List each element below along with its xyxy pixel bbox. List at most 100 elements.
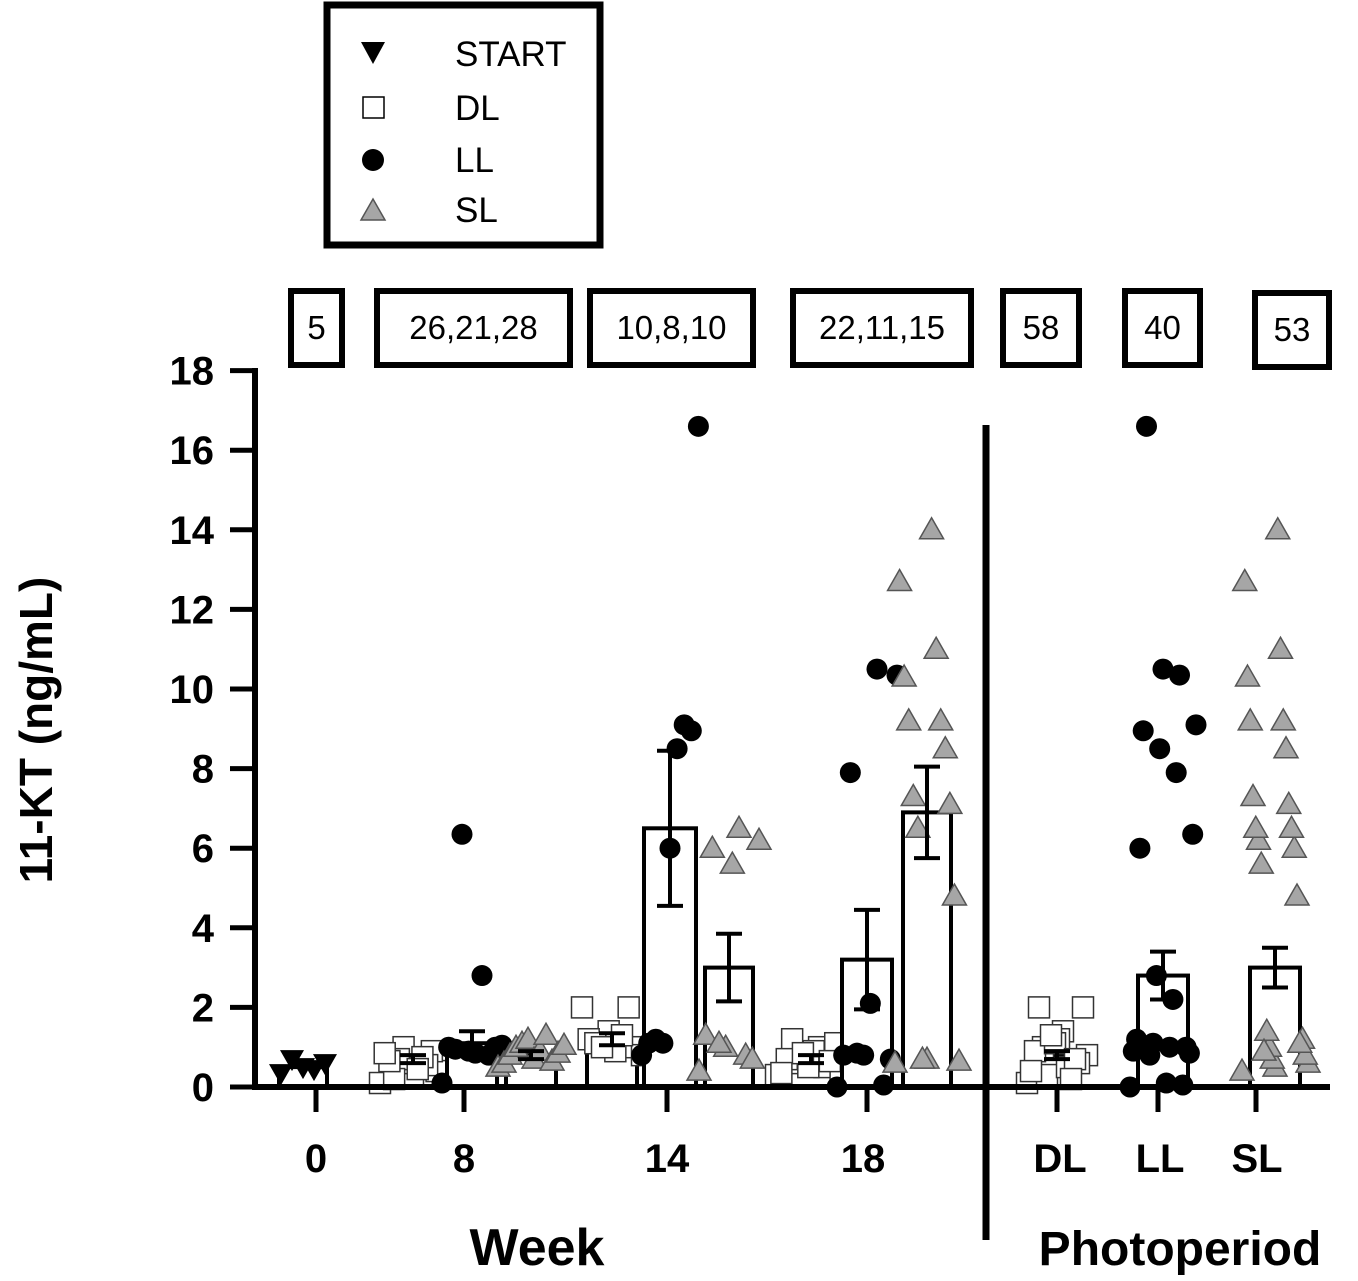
n-label: 26,21,28 bbox=[409, 309, 537, 346]
legend-label-start: START bbox=[455, 35, 567, 74]
data-point bbox=[1283, 882, 1311, 906]
data-point bbox=[904, 814, 932, 839]
group-week-18-sl bbox=[881, 516, 973, 1089]
legend-label-sl: SL bbox=[455, 191, 498, 230]
x-tick-label: 8 bbox=[453, 1137, 475, 1181]
data-point bbox=[1185, 714, 1207, 736]
y-tick-label: 10 bbox=[170, 668, 215, 712]
data-point bbox=[1136, 415, 1157, 437]
data-point bbox=[685, 1057, 713, 1081]
data-point bbox=[1275, 790, 1303, 815]
data-point bbox=[699, 834, 726, 858]
data-point bbox=[705, 1029, 733, 1053]
data-point bbox=[532, 1021, 560, 1046]
data-point bbox=[1242, 814, 1270, 839]
data-point bbox=[1129, 837, 1151, 859]
n-box bbox=[288, 288, 345, 368]
y-tick-label: 12 bbox=[170, 588, 215, 632]
data-point bbox=[1250, 1037, 1278, 1061]
x-tick-label: 14 bbox=[645, 1137, 690, 1181]
y-tick-label: 2 bbox=[192, 986, 214, 1030]
legend-marker-dl bbox=[362, 96, 385, 119]
data-point bbox=[895, 707, 923, 731]
group-photoperiod-sl-sl bbox=[1228, 516, 1322, 1089]
group-week-18-ll bbox=[826, 658, 908, 1098]
x-axis-title-photoperiod: Photoperiod bbox=[1039, 1223, 1322, 1276]
data-point bbox=[1272, 735, 1300, 759]
data-point bbox=[1245, 826, 1272, 850]
data-point bbox=[1027, 996, 1051, 1019]
n-label: 5 bbox=[307, 309, 325, 346]
group-week-8-sl bbox=[484, 1021, 578, 1090]
x-tick-label: SL bbox=[1231, 1137, 1282, 1181]
n-box bbox=[1000, 288, 1082, 368]
data-point bbox=[1269, 707, 1297, 731]
n-label: 40 bbox=[1144, 309, 1181, 346]
legend-label-dl: DL bbox=[455, 89, 500, 128]
y-axis-title: 11-KT (ng/mL) bbox=[10, 577, 62, 884]
data-point bbox=[918, 516, 945, 540]
data-point bbox=[1182, 823, 1204, 845]
data-groups bbox=[269, 415, 1322, 1098]
data-point bbox=[839, 762, 861, 784]
n-box bbox=[1122, 288, 1203, 368]
legend-label-ll: LL bbox=[455, 141, 494, 180]
data-point bbox=[451, 823, 473, 845]
x-axis-title-week: Week bbox=[470, 1219, 605, 1277]
data-point bbox=[725, 814, 753, 839]
data-point bbox=[1132, 720, 1154, 742]
n-label: 10,8,10 bbox=[616, 309, 726, 346]
data-point bbox=[1234, 663, 1261, 687]
data-point bbox=[471, 965, 493, 987]
data-point bbox=[680, 720, 702, 742]
data-point bbox=[886, 568, 913, 592]
y-tick-label: 8 bbox=[192, 748, 214, 792]
data-point bbox=[1286, 1029, 1314, 1053]
data-point bbox=[890, 663, 918, 687]
data-point bbox=[1019, 1059, 1043, 1083]
x-tick-label: 18 bbox=[841, 1137, 886, 1181]
data-point bbox=[745, 826, 773, 850]
data-point bbox=[570, 996, 594, 1019]
data-point bbox=[1264, 516, 1292, 540]
group-week-0-start bbox=[269, 1050, 337, 1089]
data-point bbox=[1039, 1024, 1063, 1047]
data-point bbox=[1126, 1028, 1148, 1050]
data-point bbox=[1239, 782, 1267, 807]
group-week-8-ll bbox=[431, 823, 513, 1094]
data-point bbox=[941, 882, 968, 906]
data-point bbox=[1231, 568, 1259, 592]
data-point bbox=[719, 850, 746, 874]
group-week-14-sl bbox=[685, 814, 773, 1089]
data-point bbox=[687, 415, 709, 437]
data-point bbox=[1152, 658, 1174, 680]
y-tick-label: 18 bbox=[170, 350, 215, 394]
data-point bbox=[1178, 1042, 1200, 1064]
group-photoperiod-dl-dl bbox=[1015, 996, 1099, 1095]
n-box bbox=[1252, 290, 1332, 370]
group-photoperiod-ll-ll bbox=[1119, 415, 1207, 1098]
data-point bbox=[1149, 738, 1171, 760]
data-point bbox=[1280, 834, 1308, 858]
data-point bbox=[770, 1061, 793, 1085]
data-point bbox=[1169, 664, 1190, 686]
data-point bbox=[1267, 635, 1294, 659]
data-point bbox=[617, 996, 640, 1019]
data-point bbox=[881, 1049, 909, 1073]
data-point bbox=[280, 1050, 304, 1072]
data-point bbox=[1291, 1041, 1319, 1065]
data-point bbox=[1228, 1057, 1256, 1081]
y-tick-label: 0 bbox=[192, 1066, 214, 1110]
data-point bbox=[945, 1047, 973, 1071]
data-point bbox=[927, 707, 955, 731]
n-box bbox=[374, 288, 573, 368]
data-point bbox=[936, 790, 964, 815]
data-point bbox=[1159, 1036, 1181, 1058]
sample-sizes: 5 26,21,28 10,8,10 22,11,15 58 40 53 bbox=[288, 288, 1332, 370]
x-tick-label: LL bbox=[1136, 1137, 1185, 1181]
data-point bbox=[1165, 762, 1187, 784]
legend-marker-sl bbox=[359, 197, 387, 221]
data-point bbox=[692, 1021, 719, 1046]
data-point bbox=[909, 1045, 936, 1069]
